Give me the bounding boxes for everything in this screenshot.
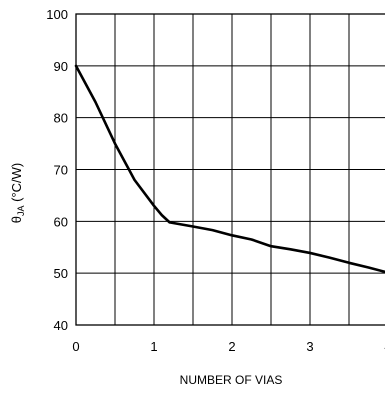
tick-labels: 40506070809010001234: [46, 7, 385, 354]
y-axis-label-unit: (°C/W): [9, 163, 24, 206]
y-axis-label-symbol: θ: [9, 216, 24, 223]
plot-frame: [75, 13, 385, 326]
y-tick-label: 50: [54, 266, 68, 281]
y-axis-label-subscript: JA: [16, 206, 26, 217]
x-tick-label: 2: [228, 339, 235, 354]
y-tick-label: 70: [54, 163, 68, 178]
x-tick-label: 1: [150, 339, 157, 354]
y-tick-label: 60: [54, 214, 68, 229]
y-tick-label: 90: [54, 59, 68, 74]
series-line: [74, 64, 385, 274]
series-layer: [74, 64, 385, 274]
x-tick-label: 3: [306, 339, 313, 354]
x-axis-label: NUMBER OF VIAS: [180, 373, 283, 387]
y-tick-label: 100: [46, 7, 68, 22]
grid-lines: [76, 14, 385, 325]
x-tick-label: 0: [72, 339, 79, 354]
y-tick-label: 40: [54, 318, 68, 333]
y-tick-label: 80: [54, 111, 68, 126]
y-axis-label: θJA (°C/W): [9, 163, 26, 224]
